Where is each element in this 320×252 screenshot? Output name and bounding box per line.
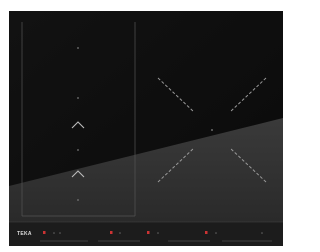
brand-logo: TEKA: [17, 231, 32, 237]
control-strip: [9, 222, 283, 246]
right-zone-center: [211, 129, 213, 131]
page: TEKA (() => { const data = JSON.parse(do…: [0, 0, 291, 252]
hob-image: TEKA: [0, 0, 291, 252]
